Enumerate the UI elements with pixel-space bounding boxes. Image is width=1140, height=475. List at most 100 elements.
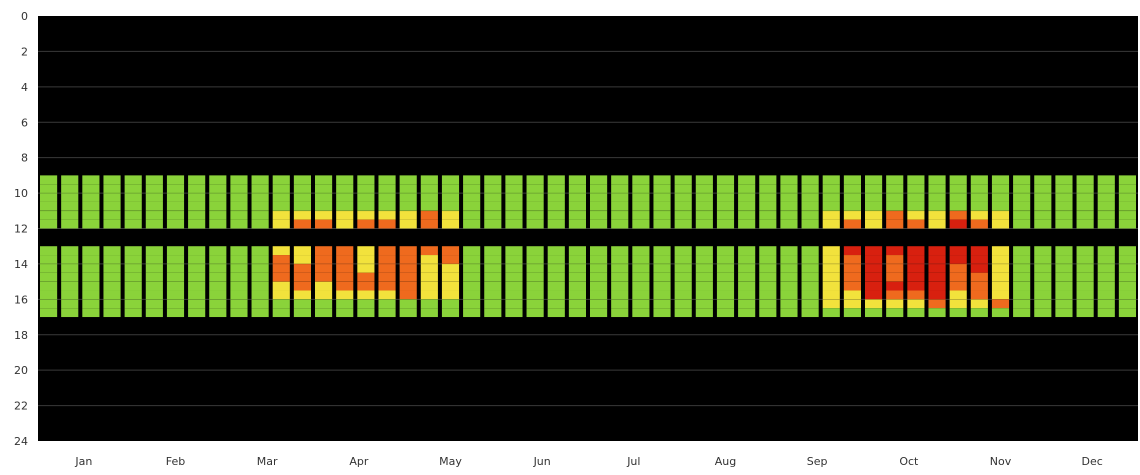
- heat-cell: [272, 299, 290, 309]
- heat-cell: [441, 290, 460, 300]
- heat-cell: [272, 193, 290, 202]
- y-tick-label: 6: [21, 116, 28, 129]
- heat-cell: [166, 184, 185, 194]
- heat-cell: [547, 219, 565, 229]
- heat-cell: [568, 255, 586, 264]
- heat-cell: [357, 201, 375, 211]
- heat-cell: [611, 255, 629, 264]
- heat-cell: [526, 210, 544, 220]
- heat-cell: [568, 175, 586, 185]
- heat-cell: [103, 308, 121, 318]
- heat-cell: [526, 193, 544, 202]
- heat-cell: [949, 246, 967, 256]
- heat-cell: [145, 255, 163, 264]
- heat-cell: [547, 263, 565, 273]
- heat-cell: [1076, 281, 1094, 291]
- heat-cell: [251, 281, 269, 291]
- heat-cell: [209, 175, 227, 185]
- x-tick-label: Apr: [349, 455, 369, 468]
- heat-cell: [1055, 263, 1073, 273]
- heat-cell: [209, 184, 227, 194]
- heat-cell: [1055, 308, 1073, 318]
- heat-cell: [991, 219, 1010, 229]
- heat-cell: [399, 272, 417, 282]
- heat-cell: [568, 281, 586, 291]
- heat-cell: [230, 290, 248, 300]
- heat-cell: [315, 272, 333, 282]
- heat-cell: [103, 263, 121, 273]
- heat-cell: [272, 219, 290, 229]
- heat-cell: [124, 246, 142, 256]
- heat-cell: [738, 201, 756, 211]
- heat-cell: [759, 246, 777, 256]
- heat-cell: [420, 193, 438, 202]
- heat-cell: [632, 281, 650, 291]
- heat-cell: [970, 210, 988, 220]
- heat-cell: [272, 184, 290, 194]
- heat-cell: [716, 219, 735, 229]
- heat-cell: [632, 272, 650, 282]
- heat-cell: [738, 299, 756, 309]
- heat-cell: [886, 210, 904, 220]
- heat-cell: [674, 272, 692, 282]
- heat-cell: [1118, 175, 1136, 185]
- heat-cell: [738, 246, 756, 256]
- heat-cell: [230, 308, 248, 318]
- heat-cell: [336, 184, 354, 194]
- heat-cell: [928, 281, 946, 291]
- heat-cell: [801, 210, 819, 220]
- heat-cell: [82, 272, 100, 282]
- heat-cell: [759, 219, 777, 229]
- heat-cell: [843, 263, 861, 273]
- heat-cell: [695, 175, 713, 185]
- heat-cell: [1076, 201, 1094, 211]
- heat-cell: [716, 193, 735, 202]
- heat-cell: [780, 299, 798, 309]
- heat-cell: [315, 281, 333, 291]
- heat-cell: [949, 290, 967, 300]
- heat-cell: [463, 210, 481, 220]
- heat-cell: [970, 290, 988, 300]
- heat-cell: [632, 255, 650, 264]
- heat-cell: [441, 272, 460, 282]
- heat-cell: [843, 272, 861, 282]
- heat-cell: [1013, 219, 1031, 229]
- heat-cell: [124, 255, 142, 264]
- heat-cell: [590, 272, 608, 282]
- heat-cell: [611, 281, 629, 291]
- heat-cell: [738, 308, 756, 318]
- heat-cell: [103, 290, 121, 300]
- heat-cell: [1118, 193, 1136, 202]
- heat-cell: [611, 263, 629, 273]
- heat-cell: [1013, 299, 1031, 309]
- heat-cell: [1013, 290, 1031, 300]
- heat-cell: [695, 308, 713, 318]
- heat-cell: [547, 255, 565, 264]
- heat-cell: [315, 175, 333, 185]
- heat-cell: [843, 201, 861, 211]
- heat-cell: [61, 219, 79, 229]
- heat-cell: [547, 201, 565, 211]
- heat-cell: [272, 201, 290, 211]
- heat-cell: [40, 290, 58, 300]
- y-tick-label: 24: [14, 435, 28, 448]
- heat-cell: [61, 193, 79, 202]
- heat-cell: [907, 210, 925, 220]
- heat-cell: [949, 210, 967, 220]
- heat-cell: [82, 184, 100, 194]
- heat-cell: [1076, 299, 1094, 309]
- heat-cell: [1013, 308, 1031, 318]
- heat-cell: [484, 175, 502, 185]
- heat-cell: [145, 210, 163, 220]
- heat-cell: [378, 272, 396, 282]
- heat-cell: [145, 299, 163, 309]
- x-axis-ticks: Jan Feb Mar Apr May Jun Jul Aug Sep Oct Nov Dec: [74, 455, 1102, 468]
- heat-cell: [293, 193, 311, 202]
- heat-cell: [1013, 246, 1031, 256]
- heat-cell: [1076, 175, 1094, 185]
- x-tick-label: Sep: [807, 455, 828, 468]
- heat-cell: [188, 263, 206, 273]
- heat-cell: [716, 210, 735, 220]
- y-tick-label: 12: [14, 223, 28, 236]
- heat-cell: [970, 201, 988, 211]
